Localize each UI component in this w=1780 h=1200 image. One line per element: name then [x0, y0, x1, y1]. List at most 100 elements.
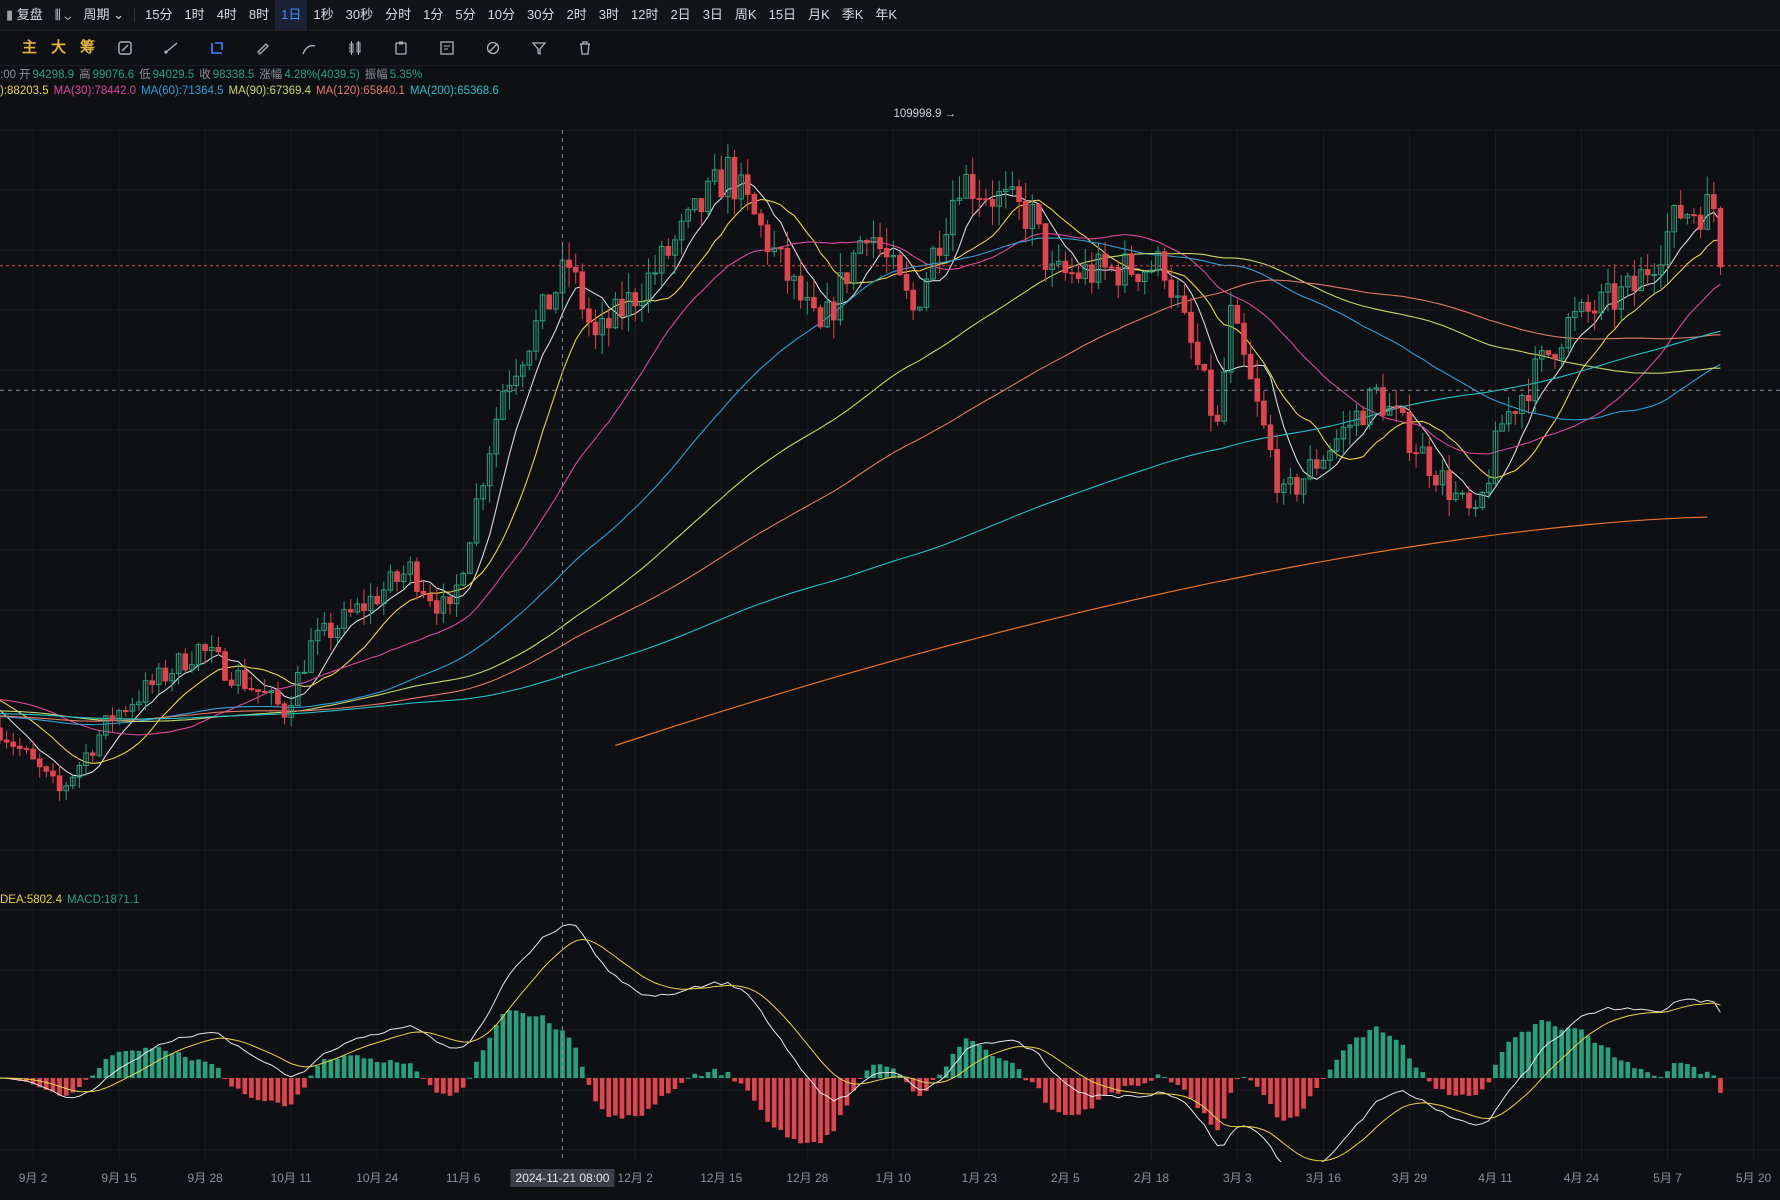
tab-interval-13[interactable]: 3时: [598, 7, 619, 22]
candle-body: [460, 572, 467, 586]
candle-body: [572, 266, 579, 273]
tab-interval-15[interactable]: 2日: [670, 7, 691, 22]
candle-body: [248, 687, 255, 691]
x-tick-label: 11月 6: [446, 1171, 481, 1185]
macd-histogram-bar: [1135, 1078, 1141, 1086]
macd-histogram-bar: [1645, 1072, 1650, 1078]
big-order-button[interactable]: 大: [51, 39, 67, 56]
macd-histogram-bar: [1228, 1078, 1234, 1093]
x-tick-label: 9月 2: [19, 1171, 48, 1185]
macd-histogram-bar: [169, 1053, 175, 1078]
macd-histogram-bar: [348, 1055, 354, 1078]
tab-interval-11[interactable]: 30分: [527, 7, 555, 22]
note-icon[interactable]: [424, 31, 470, 65]
macd-histogram-bar: [1334, 1059, 1339, 1078]
macd-histogram-bar: [421, 1078, 426, 1079]
candle-body: [1009, 186, 1016, 190]
candle-body: [916, 306, 923, 311]
macd-histogram-bar: [566, 1037, 572, 1078]
candle-body: [1141, 271, 1148, 283]
tab-interval-12[interactable]: 2时: [566, 7, 587, 22]
candle-body: [639, 301, 645, 307]
tab-interval-7[interactable]: 分时: [385, 7, 412, 22]
tab-interval-4[interactable]: 1日: [275, 0, 308, 30]
candle-body: [361, 603, 367, 612]
candle-body: [553, 292, 559, 310]
indicator-edit-icon[interactable]: [102, 31, 148, 65]
macd-histogram-bar: [705, 1072, 711, 1078]
x-tick-label: 3月 16: [1306, 1171, 1342, 1185]
magic-icon[interactable]: [470, 31, 516, 65]
filter-icon[interactable]: [516, 31, 562, 65]
macd-histogram-bar: [1188, 1078, 1194, 1099]
ruler-icon[interactable]: [240, 31, 286, 65]
candle-body: [864, 239, 870, 244]
macd-histogram-bar: [487, 1037, 492, 1078]
macd-histogram-bar: [778, 1078, 784, 1130]
macd-histogram-bar: [1043, 1078, 1048, 1103]
main-indicator-button[interactable]: 主: [22, 39, 38, 56]
candle-body: [519, 364, 526, 377]
tab-interval-10[interactable]: 10分: [487, 7, 516, 22]
tab-interval-0[interactable]: 15分: [144, 7, 173, 22]
macd-histogram-bar: [1314, 1078, 1320, 1089]
macd-histogram-bar: [943, 1066, 949, 1078]
macd-histogram-bar: [540, 1015, 545, 1078]
draw-line-icon[interactable]: [148, 31, 194, 65]
tab-interval-14[interactable]: 12时: [630, 7, 659, 22]
chart-type-dropdown[interactable]: ⫼ ⌄: [49, 0, 78, 30]
tab-interval-21[interactable]: 年K: [875, 7, 898, 22]
period-dropdown[interactable]: 周期 ⌄: [77, 0, 130, 30]
candle-body: [1102, 253, 1108, 268]
tab-interval-19[interactable]: 月K: [808, 7, 830, 22]
macd-histogram-bar: [255, 1078, 261, 1101]
macd-histogram-bar: [1036, 1078, 1042, 1089]
pen-icon[interactable]: [286, 31, 332, 65]
tab-interval-20[interactable]: 季K: [841, 7, 864, 22]
tab-interval-17[interactable]: 周K: [734, 7, 757, 22]
candle-body: [480, 485, 486, 500]
tab-interval-1[interactable]: 1时: [184, 7, 205, 22]
macd-histogram-bar: [977, 1045, 982, 1078]
tab-interval-18[interactable]: 15日: [768, 7, 797, 22]
candle-pattern-icon[interactable]: [332, 31, 378, 65]
candle-body: [208, 647, 215, 651]
candlestick-icon: ⫼: [54, 7, 61, 22]
macd-histogram-bar: [460, 1078, 466, 1088]
top-toolbar: ▮ 复盘 ⫼ ⌄ 周期 ⌄ 15分 1时 4时 8时 1日 1秒 30秒 分时 1分 5分 10分 3…: [0, 0, 1780, 31]
candle-body: [215, 647, 222, 653]
tab-interval-5[interactable]: 1秒: [313, 7, 334, 22]
macd-histogram-bar: [1698, 1074, 1703, 1078]
macd-histogram-bar: [249, 1078, 254, 1098]
chart-grid: [0, 129, 1780, 1160]
chip-distribution-button[interactable]: 筹: [80, 39, 96, 56]
tab-interval-3[interactable]: 8时: [248, 7, 270, 22]
candle-body: [837, 272, 844, 321]
macd-histogram-bar: [1195, 1078, 1201, 1109]
clipboard-icon[interactable]: [378, 31, 424, 65]
candle-body: [321, 622, 328, 631]
candle-body: [1691, 214, 1697, 217]
tab-interval-8[interactable]: 1分: [423, 7, 444, 22]
tab-interval-6[interactable]: 30秒: [345, 7, 374, 22]
candle-body: [96, 734, 103, 756]
x-tick-label: 5月 20: [1736, 1171, 1772, 1185]
candle-body: [1433, 474, 1439, 486]
macd-histogram-bar: [500, 1014, 506, 1078]
replay-button[interactable]: ▮ 复盘: [0, 0, 49, 30]
crosshair-select-icon[interactable]: [194, 31, 240, 65]
candle-body: [804, 297, 811, 301]
tab-interval-16[interactable]: 3日: [702, 7, 723, 22]
candle-body: [1684, 214, 1691, 219]
tab-interval-9[interactable]: 5分: [455, 7, 476, 22]
candle-body: [1459, 492, 1466, 495]
candle-body: [314, 629, 321, 642]
candle-body: [341, 609, 347, 629]
tab-interval-2[interactable]: 4时: [216, 7, 237, 22]
trash-icon[interactable]: [562, 31, 608, 65]
candle-body: [1135, 273, 1141, 283]
candle-body: [30, 748, 36, 760]
macd-histogram-bar: [30, 1078, 36, 1085]
macd-legend-item-0: DEA:5802.4: [0, 894, 63, 906]
